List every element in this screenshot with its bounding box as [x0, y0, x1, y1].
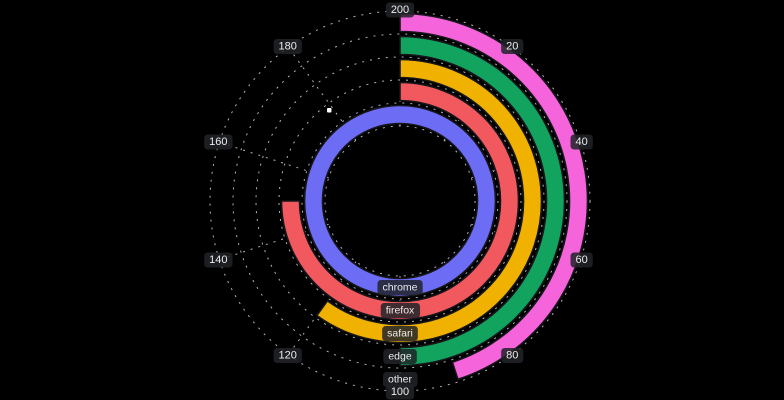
angle-tick-label-60: 60	[570, 252, 593, 268]
polar-grid-spoke	[286, 45, 357, 141]
category-label-chrome: chrome	[377, 280, 423, 295]
category-label-other: other	[383, 372, 418, 387]
svg-text:80: 80	[506, 350, 518, 362]
svg-text:other: other	[388, 374, 412, 386]
svg-text:120: 120	[279, 350, 297, 362]
polar-grid-circle	[301, 102, 499, 300]
svg-text:100: 100	[391, 386, 409, 398]
angle-tick-label-160: 160	[204, 134, 233, 150]
angle-tick-label-140: 140	[204, 252, 233, 268]
svg-text:edge: edge	[388, 351, 412, 363]
category-label-firefox: firefox	[380, 303, 421, 318]
polar-grid-circle	[232, 33, 568, 369]
svg-text:safari: safari	[387, 328, 413, 340]
svg-text:chrome: chrome	[382, 282, 417, 294]
angle-tick-label-200: 200	[385, 2, 415, 18]
bar-safari[interactable]	[316, 58, 543, 344]
svg-text:40: 40	[576, 136, 588, 148]
svg-text:60: 60	[576, 254, 588, 266]
angle-tick-label-40: 40	[570, 134, 593, 150]
angle-tick-label-100: 100	[385, 384, 415, 400]
polar-grid-circle	[278, 79, 522, 323]
angle-tick-label-120: 120	[273, 348, 302, 364]
svg-text:160: 160	[209, 136, 227, 148]
polar-grid-circle	[255, 56, 545, 346]
polar-grid-circle	[209, 10, 591, 392]
bar-edge[interactable]	[399, 35, 566, 367]
bar-series	[280, 12, 589, 381]
angle-tick-label-180: 180	[273, 38, 302, 54]
svg-text:firefox: firefox	[386, 305, 415, 317]
polar-grid-spoke	[286, 261, 357, 357]
svg-text:180: 180	[279, 40, 297, 52]
svg-text:200: 200	[391, 4, 409, 16]
polar-grid-spoke	[217, 223, 329, 261]
artifact-dot	[327, 108, 332, 113]
category-label-edge: edge	[383, 349, 417, 364]
polar-grid-spoke	[217, 141, 329, 179]
bar-chrome[interactable]	[303, 104, 497, 298]
bar-other[interactable]	[399, 12, 589, 381]
angle-tick-label-20: 20	[501, 38, 524, 54]
bar-firefox[interactable]	[280, 81, 520, 321]
svg-text:20: 20	[506, 40, 518, 52]
category-label-safari: safari	[382, 326, 418, 341]
polar-grid-circle	[324, 125, 476, 277]
svg-text:140: 140	[209, 254, 227, 266]
angle-tick-label-80: 80	[501, 348, 524, 364]
